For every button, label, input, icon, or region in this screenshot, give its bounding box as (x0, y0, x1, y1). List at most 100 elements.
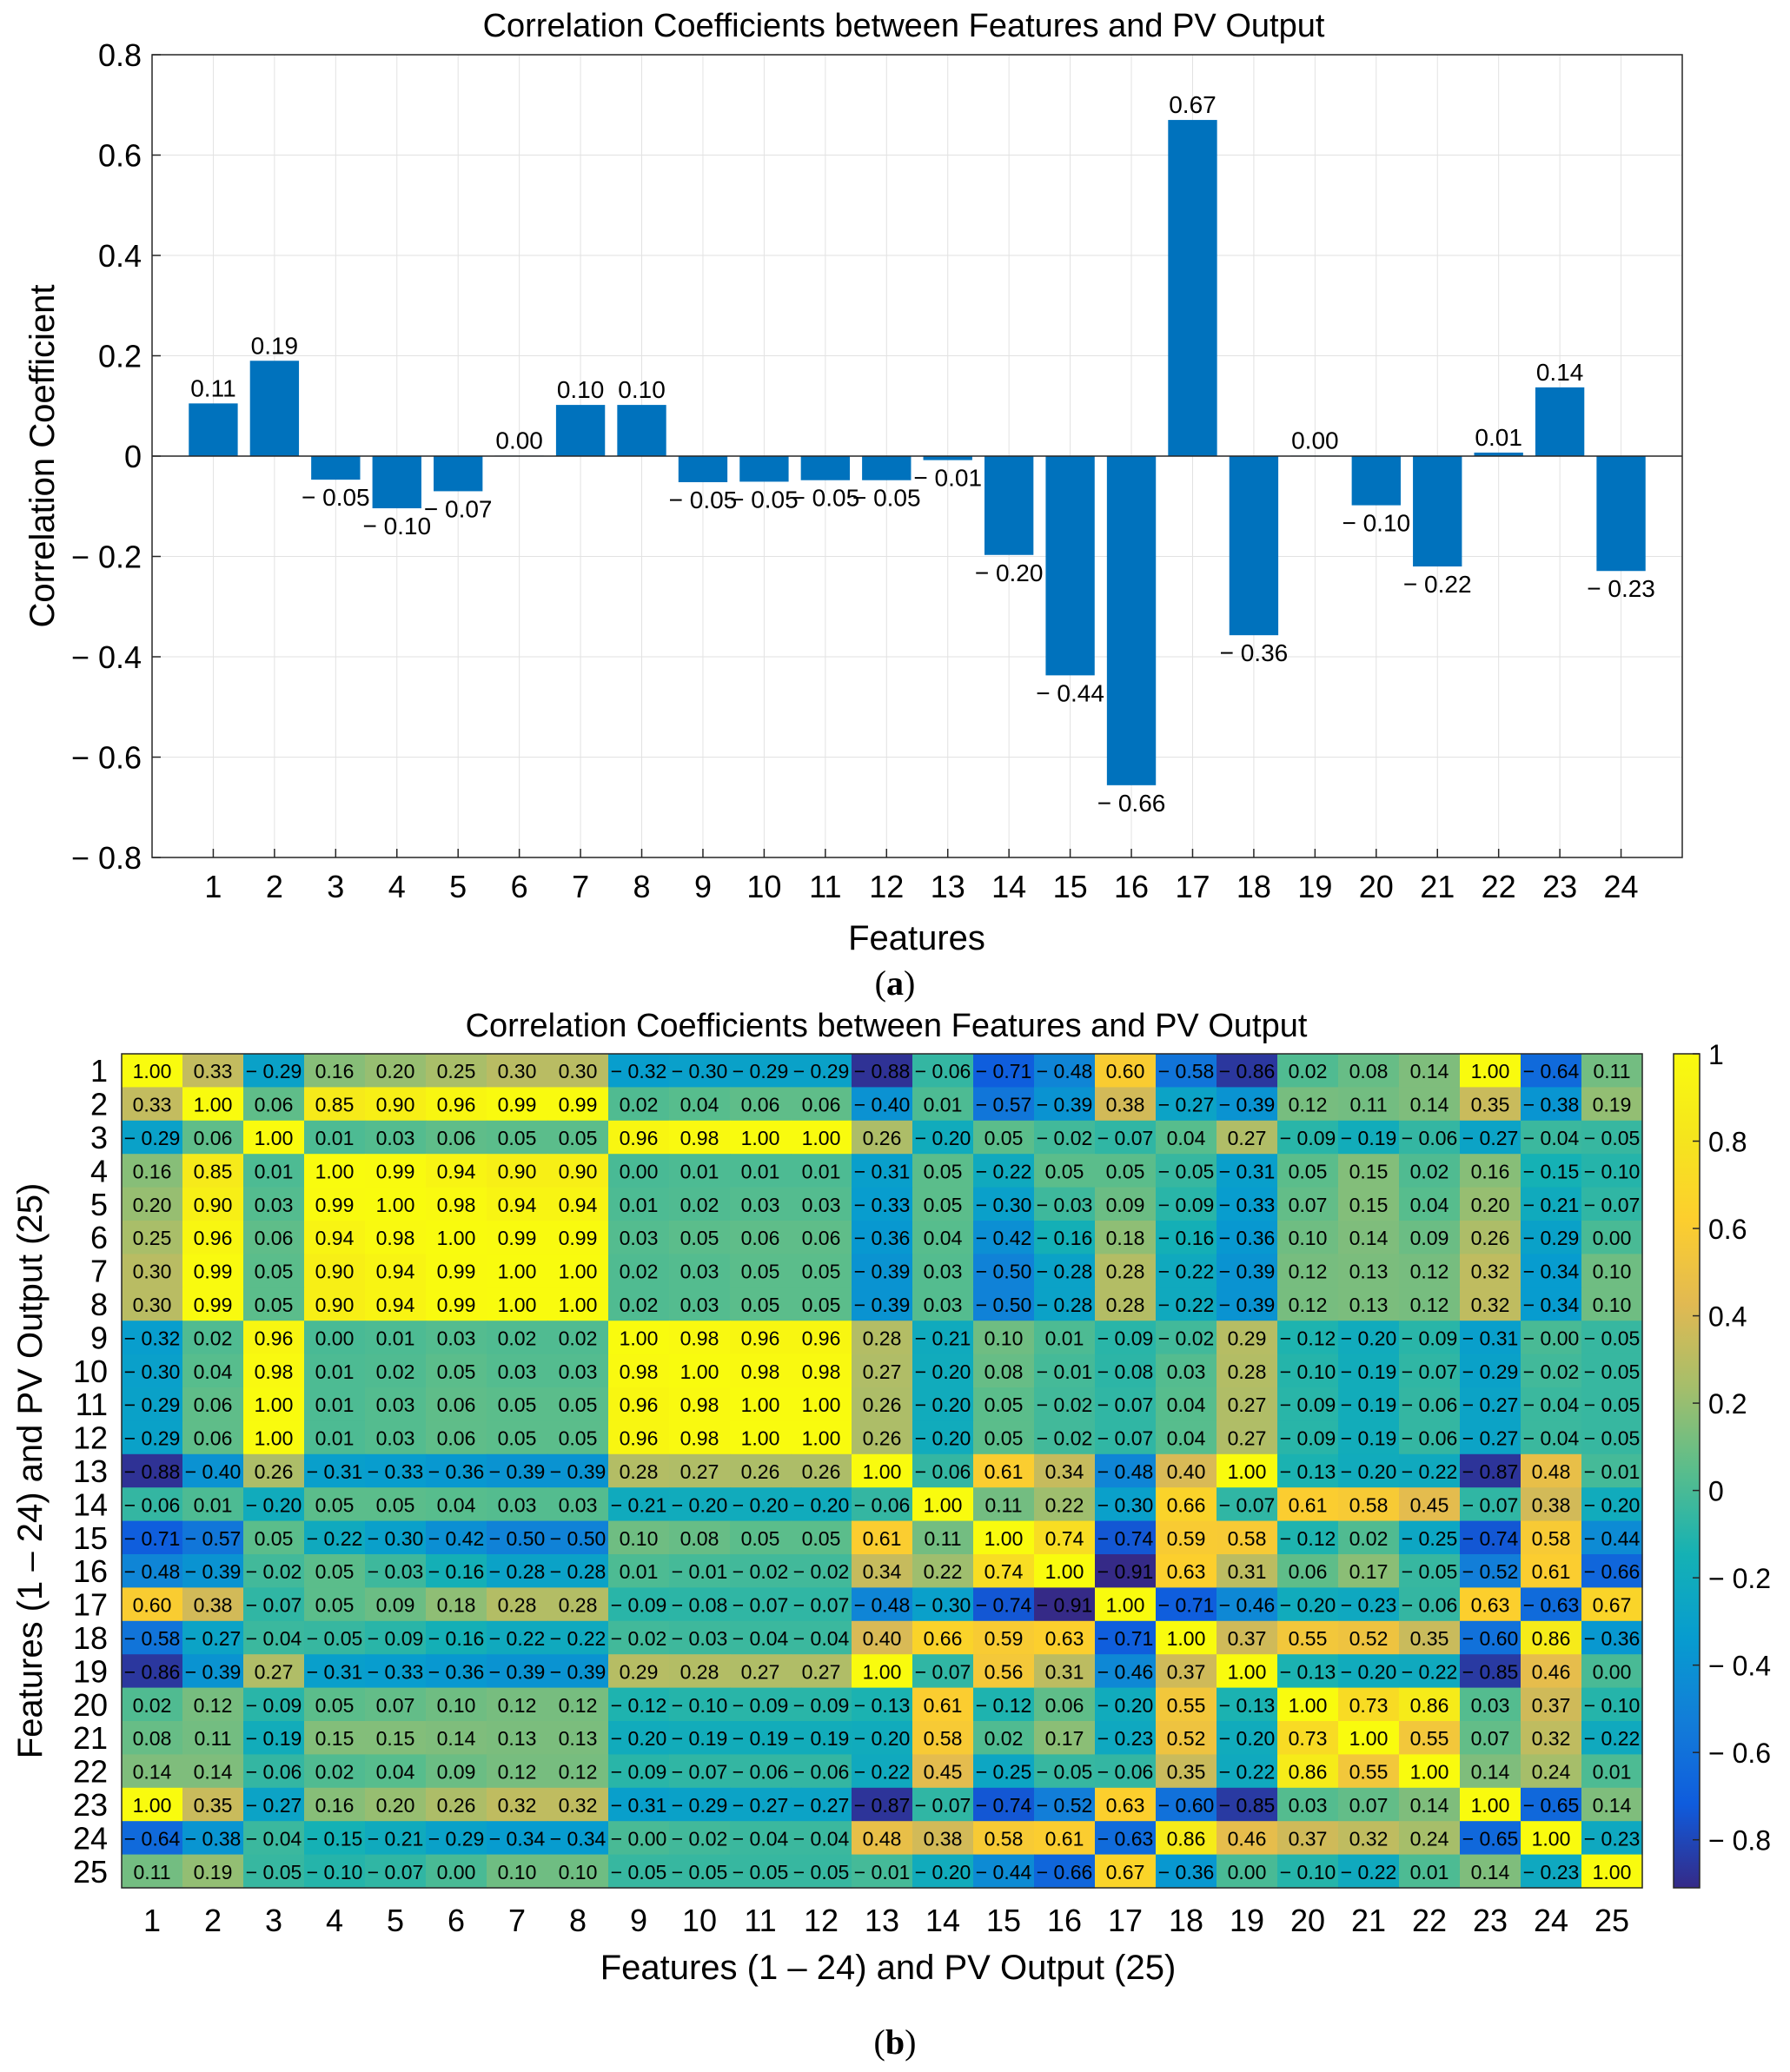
heatmap-col-label: 7 (508, 1903, 526, 1938)
heatmap-cell (669, 1254, 731, 1288)
heatmap-cell (122, 1620, 183, 1655)
heatmap-cell (547, 1087, 609, 1122)
heatmap-cell-label: − 0.02 (1037, 1127, 1093, 1149)
heatmap-cell (487, 1620, 548, 1655)
heatmap-cell-label: 0.06 (194, 1393, 233, 1416)
heatmap-cell (1095, 1354, 1157, 1388)
heatmap-cell (487, 1654, 548, 1689)
heatmap-cell-label: − 0.20 (733, 1493, 789, 1516)
heatmap-cell (547, 1854, 609, 1889)
heatmap-cell-label: − 0.20 (1219, 1727, 1276, 1750)
heatmap-cell (912, 1120, 974, 1155)
heatmap-cell (1217, 1154, 1278, 1188)
heatmap-cell-label: 1.00 (255, 1127, 294, 1149)
heatmap-cell-label: − 0.20 (854, 1727, 911, 1750)
heatmap-cell-label: 1.00 (863, 1660, 902, 1683)
heatmap-col-label: 15 (986, 1903, 1021, 1938)
heatmap-cell (1156, 1654, 1217, 1689)
heatmap-cell-label: 0.15 (1349, 1160, 1389, 1182)
heatmap-cell-label: 1.00 (498, 1261, 537, 1283)
heatmap-cell-label: 0.30 (498, 1060, 537, 1082)
heatmap-cell-label: 0.40 (1167, 1460, 1206, 1483)
heatmap-cell (730, 1154, 792, 1188)
heatmap-cell-label: 0.19 (1593, 1094, 1632, 1116)
heatmap-cell-label: 0.55 (1410, 1727, 1449, 1750)
heatmap-cell-label: 0.99 (559, 1094, 598, 1116)
heatmap-cell (608, 1554, 670, 1588)
heatmap-cell (1581, 1787, 1643, 1822)
heatmap-cell (1338, 1787, 1400, 1822)
heatmap-col-label: 24 (1534, 1903, 1568, 1938)
heatmap-cell-label: 1.00 (1349, 1727, 1389, 1750)
heatmap-cell (1521, 1187, 1582, 1221)
heatmap-row-label: 3 (90, 1120, 108, 1155)
heatmap-cell (426, 1721, 487, 1755)
heatmap-cell-label: 0.02 (559, 1327, 598, 1349)
x-tick-label: 11 (809, 869, 841, 904)
heatmap-cell-label: 1.00 (680, 1360, 719, 1383)
heatmap-cell-label: 0.90 (315, 1261, 355, 1283)
heatmap-cell (1277, 1520, 1339, 1555)
heatmap-cell-label: 0.35 (1167, 1761, 1206, 1784)
heatmap-cell-label: − 0.05 (733, 1861, 789, 1883)
heatmap-cell (365, 1821, 427, 1856)
heatmap-cell-label: 0.98 (741, 1360, 780, 1383)
heatmap-cell-label: 0.12 (1410, 1294, 1449, 1316)
heatmap-cell (852, 1554, 913, 1588)
bar-chart-panel: Correlation Coefficients between Feature… (23, 8, 1683, 957)
heatmap-cell-label: 0.32 (1532, 1727, 1571, 1750)
heatmap-cell (1095, 1221, 1157, 1254)
heatmap-cell-label: 0.90 (315, 1294, 355, 1316)
heatmap-cell (365, 1087, 427, 1122)
heatmap-cell-label: 0.56 (984, 1660, 1024, 1683)
heatmap-cell (182, 1120, 244, 1155)
heatmap-cell (487, 1187, 548, 1221)
heatmap-cell-label: − 0.27 (733, 1794, 789, 1817)
heatmap-cell (182, 1787, 244, 1822)
heatmap-cell-label: 0.55 (1167, 1694, 1206, 1717)
heatmap-cell (547, 1387, 609, 1421)
heatmap-cell-label: 0.17 (1349, 1560, 1389, 1583)
heatmap-cell (1521, 1654, 1582, 1689)
heatmap-cell (852, 1620, 913, 1655)
heatmap-cell-label: 0.06 (255, 1227, 294, 1249)
heatmap-cell (1277, 1587, 1339, 1622)
heatmap-cell (243, 1221, 305, 1254)
heatmap-cell-label: − 0.20 (1280, 1594, 1336, 1617)
heatmap-cell-label: − 0.05 (246, 1861, 302, 1883)
heatmap-cell-label: 0.05 (802, 1527, 841, 1550)
heatmap-cell-label: − 0.39 (854, 1294, 911, 1316)
heatmap-cell (608, 1754, 670, 1789)
heatmap-cell (730, 1854, 792, 1889)
heatmap-cell (1277, 1687, 1339, 1722)
heatmap-cell (1156, 1354, 1217, 1388)
heatmap-cell-label: 0.16 (315, 1794, 355, 1817)
heatmap-cell (1399, 1254, 1461, 1288)
heatmap-cell-label: 0.13 (1349, 1261, 1389, 1283)
heatmap-cell (1399, 1520, 1461, 1555)
heatmap-cell-label: 0.26 (437, 1794, 476, 1817)
heatmap-cell-label: − 0.30 (368, 1527, 424, 1550)
heatmap-cell-label: − 0.04 (733, 1827, 789, 1850)
heatmap-row-label: 12 (73, 1420, 108, 1456)
heatmap-cell-label: 0.13 (498, 1727, 537, 1750)
heatmap-cell-label: 1.00 (255, 1393, 294, 1416)
heatmap-cell-label: 1.00 (255, 1427, 294, 1450)
heatmap-cell (122, 1453, 183, 1488)
heatmap-cell (547, 1453, 609, 1488)
heatmap-cell-label: 0.20 (376, 1794, 415, 1817)
heatmap-cell (487, 1154, 548, 1188)
heatmap-cell-label: 0.96 (437, 1094, 476, 1116)
heatmap-cell (1277, 1154, 1339, 1188)
heatmap-cell (912, 1554, 974, 1588)
heatmap-cell (182, 1154, 244, 1188)
heatmap-cell (852, 1587, 913, 1622)
heatmap-cell-label: − 0.09 (793, 1694, 850, 1717)
heatmap-cell (1156, 1287, 1217, 1321)
heatmap-cell (304, 1054, 366, 1088)
heatmap-cell-label: − 0.06 (733, 1761, 789, 1784)
heatmap-cell-label: − 0.39 (489, 1660, 546, 1683)
heatmap-cell-label: 0.03 (559, 1360, 598, 1383)
heatmap-cell (182, 1087, 244, 1122)
heatmap-cell (791, 1854, 852, 1889)
